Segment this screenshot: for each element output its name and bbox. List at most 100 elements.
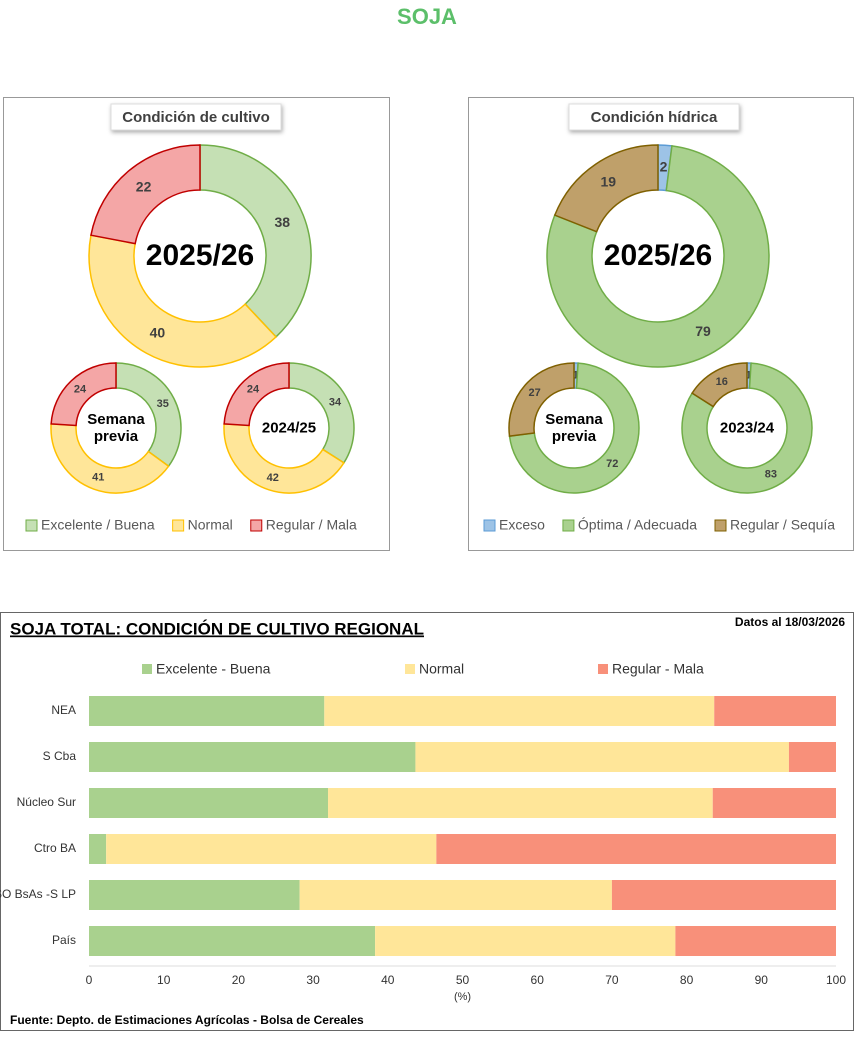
legend-label: Excelente / Buena (41, 517, 155, 533)
donut-segment (88, 234, 278, 368)
donut-segment (681, 362, 813, 494)
x-tick-label: 30 (306, 973, 320, 987)
x-tick-label: 0 (86, 973, 93, 987)
data-label: 22 (136, 179, 152, 195)
legend-label: Excelente - Buena (156, 661, 271, 677)
data-label: 83 (765, 469, 777, 481)
x-tick-label: 40 (381, 973, 395, 987)
bar-segment (436, 834, 836, 864)
y-tick-label: País (52, 933, 76, 947)
data-label: 27 (528, 387, 540, 399)
legend-swatch (598, 664, 608, 674)
data-label: 1 (573, 369, 579, 381)
bar-segment (788, 742, 836, 772)
bar-segment (328, 788, 713, 818)
data-label: 42 (267, 472, 279, 484)
x-tick-label: 70 (605, 973, 619, 987)
donut-center-label: 2025/26 (603, 238, 713, 272)
panel-title: Condición hídrica (591, 109, 718, 126)
donut-center-label: Semana previa (87, 410, 145, 445)
y-tick-label: SO BsAs -S LP (0, 887, 76, 901)
legend-label: Regular / Sequía (730, 517, 835, 533)
chart-title: SOJA TOTAL: CONDICIÓN DE CULTIVO REGIONA… (10, 619, 424, 638)
donut-segment (691, 362, 748, 408)
data-label: 19 (600, 174, 616, 190)
bar-segment (714, 696, 836, 726)
legend-swatch (172, 519, 185, 532)
bar-segment (324, 696, 715, 726)
data-label: 40 (150, 324, 166, 340)
data-label: 24 (247, 384, 260, 396)
donut-segment (546, 145, 770, 368)
legend-swatch (250, 519, 263, 532)
donut-center-label: 2025/26 (145, 238, 255, 272)
bar-segment (675, 926, 836, 956)
bar-segment (89, 788, 329, 818)
panel-frame (3, 97, 390, 551)
legend-swatch (142, 664, 152, 674)
panel-frame (468, 97, 854, 551)
data-label: 1 (746, 369, 752, 381)
legend-label: Regular - Mala (612, 661, 704, 677)
bar-segment (712, 788, 836, 818)
legend-label: Exceso (499, 517, 545, 533)
x-axis-label: (%) (454, 991, 471, 1003)
x-tick-label: 10 (157, 973, 171, 987)
legend-swatch (405, 664, 415, 674)
data-label: 79 (695, 323, 711, 339)
panel-title: Condición de cultivo (122, 109, 270, 126)
donut-center-label: Semana previa (545, 410, 603, 445)
data-label: 2 (660, 158, 668, 174)
legend-label: Óptima / Adecuada (578, 517, 697, 533)
x-tick-label: 100 (826, 973, 846, 987)
donut-segment (115, 362, 182, 468)
legend-label: Normal (419, 661, 464, 677)
donut-segment (50, 423, 170, 494)
bar-segment (89, 742, 416, 772)
bar-segment (89, 926, 376, 956)
donut-segment (288, 362, 355, 464)
legend-swatch (562, 519, 575, 532)
data-label: 72 (606, 458, 618, 470)
x-tick-label: 90 (755, 973, 769, 987)
bar-segment (89, 880, 300, 910)
y-tick-label: NEA (51, 703, 76, 717)
bar-segment (89, 696, 325, 726)
donut-segment (508, 362, 640, 494)
panel-title-box (110, 103, 282, 131)
data-label: 35 (157, 398, 169, 410)
bar-segment (299, 880, 612, 910)
y-tick-label: Ctro BA (34, 841, 76, 855)
donut-center-label: 2023/24 (719, 419, 775, 437)
data-label: 34 (329, 397, 342, 409)
y-tick-label: S Cba (43, 749, 77, 763)
donut-segment (90, 144, 201, 245)
bar-segment (375, 926, 676, 956)
donut-segment (50, 362, 117, 427)
bar-segment (89, 834, 107, 864)
legend-swatch (483, 519, 496, 532)
source-note: Fuente: Depto. de Estimaciones Agrícolas… (10, 1013, 364, 1027)
panel-frame (0, 612, 854, 1031)
legend-swatch (714, 519, 727, 532)
page-title: SOJA (397, 4, 457, 29)
donut-segment (508, 362, 575, 437)
data-label: 24 (74, 384, 87, 396)
donut-segment (553, 144, 659, 233)
y-tick-label: Núcleo Sur (17, 795, 76, 809)
bar-segment (415, 742, 789, 772)
donut-segment (199, 144, 312, 338)
legend-label: Normal (188, 517, 233, 533)
data-label: 16 (716, 376, 728, 388)
donut-segment (223, 423, 345, 494)
donut-segment (223, 362, 290, 427)
data-label: 38 (274, 214, 290, 230)
x-tick-label: 60 (531, 973, 545, 987)
bar-segment (106, 834, 437, 864)
x-tick-label: 20 (232, 973, 246, 987)
x-tick-label: 50 (456, 973, 470, 987)
x-tick-label: 80 (680, 973, 694, 987)
panel-title-box (568, 103, 740, 131)
